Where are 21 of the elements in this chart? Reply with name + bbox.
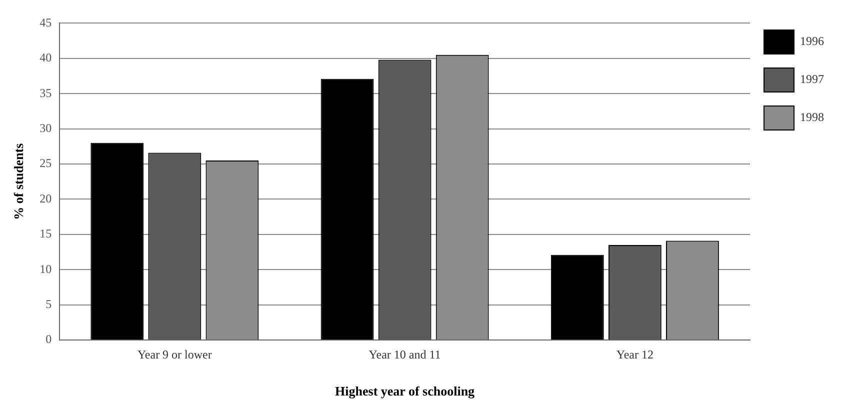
y-tick-label: 15 <box>40 226 52 241</box>
y-tick-label: 5 <box>46 296 52 311</box>
y-tick-label: 20 <box>40 191 52 206</box>
y-axis-title: % of students <box>11 143 26 220</box>
bar <box>90 142 144 340</box>
legend-label: 1998 <box>800 110 824 124</box>
y-tick-label: 45 <box>40 15 52 30</box>
x-tick-label: Year 10 and 11 <box>368 347 441 362</box>
x-tick-label: Year 12 <box>616 347 654 362</box>
legend-label: 1997 <box>800 72 824 86</box>
x-axis-title: Highest year of schooling <box>335 384 476 399</box>
y-tick-label: 25 <box>40 156 52 170</box>
x-tick-label: Year 9 or lower <box>137 347 212 362</box>
y-tick-label: 30 <box>40 120 52 135</box>
y-tick-label: 10 <box>40 262 52 276</box>
bar <box>550 254 604 340</box>
legend-label: 1996 <box>800 34 824 48</box>
y-tick-label: 0 <box>46 332 52 346</box>
bar <box>320 78 374 340</box>
y-tick-label: 35 <box>40 86 52 100</box>
y-tick-label: 40 <box>40 50 52 65</box>
